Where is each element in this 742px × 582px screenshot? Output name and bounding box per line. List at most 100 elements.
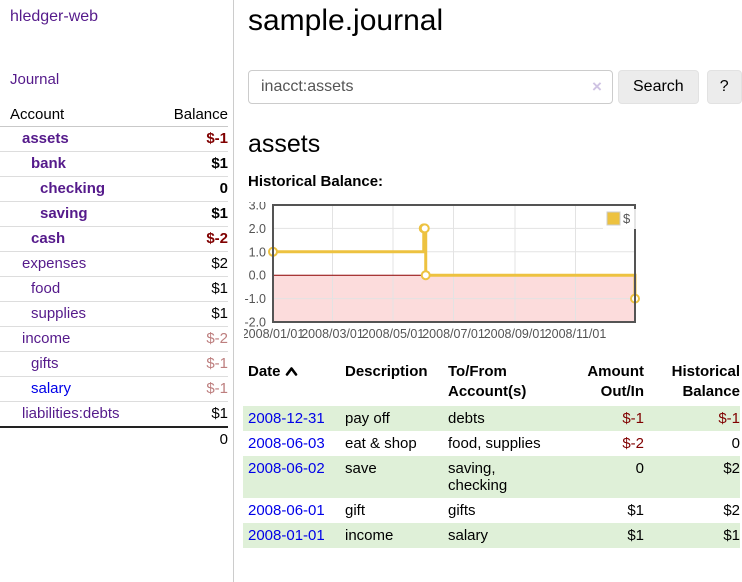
register-row: 2008-06-01 gift gifts $1 $2 — [243, 498, 740, 523]
account-balance: $-2 — [206, 330, 228, 347]
transaction-description: income — [345, 527, 394, 544]
account-balance: $-1 — [206, 130, 228, 147]
account-balance: $-1 — [206, 355, 228, 372]
plot-border — [272, 204, 636, 323]
transaction-accounts: salary — [448, 527, 489, 544]
register-table: Date Description To/From Account(s) Amou… — [243, 358, 740, 548]
register-header-balance: Historical Balance — [671, 363, 740, 400]
page-title: sample.journal — [248, 4, 444, 37]
transaction-description: save — [345, 460, 377, 477]
search-input[interactable] — [248, 70, 613, 104]
account-row: bank $1 — [0, 151, 228, 177]
legend-swatch — [606, 211, 621, 226]
transaction-balance: $1 — [723, 527, 740, 544]
account-row: checking 0 — [0, 176, 228, 202]
account-row: cash $-2 — [0, 226, 228, 252]
transaction-description: eat & shop — [345, 435, 417, 452]
y-tick-label: 1.0 — [249, 245, 266, 259]
account-link-cash[interactable]: cash — [31, 230, 66, 247]
account-link-saving[interactable]: saving — [40, 205, 88, 222]
account-row: supplies $1 — [0, 301, 228, 327]
transaction-date-link[interactable]: 2008-12-31 — [248, 410, 325, 427]
account-row: food $1 — [0, 276, 228, 302]
main-content: sample.journal × Search ? assets Histori… — [243, 0, 742, 548]
account-row: income $-2 — [0, 326, 228, 352]
legend-label: $ — [623, 211, 631, 226]
x-tick-label: 2008/03/01 — [301, 327, 364, 341]
account-row: liabilities:debts $1 — [0, 401, 228, 428]
x-tick-label: 2008/07/01 — [422, 327, 485, 341]
transaction-amount: $-1 — [622, 410, 644, 427]
account-balance: $1 — [211, 280, 228, 297]
transaction-balance: $2 — [723, 502, 740, 519]
transaction-description: pay off — [345, 410, 390, 427]
x-tick-label: 2008/01/01 — [244, 327, 304, 341]
transaction-balance: $2 — [723, 460, 740, 477]
app-title-link[interactable]: hledger-web — [10, 8, 99, 25]
accounts-header-balance: Balance — [114, 103, 228, 127]
sidebar-item-journal[interactable]: Journal — [10, 71, 60, 88]
historical-balance-chart: 3.0 2.0 1.0 0.0 -1.0 -2.02008/01/012008/03/01… — [244, 202, 640, 341]
x-tick-label: 2008/11/01 — [545, 327, 607, 341]
register-header-account: To/From Account(s) — [448, 363, 527, 400]
y-tick-label: 2.0 — [249, 222, 266, 236]
help-button[interactable]: ? — [706, 70, 742, 104]
y-tick-label: -1.0 — [244, 292, 266, 306]
account-row: salary $-1 — [0, 376, 228, 402]
account-link-bank[interactable]: bank — [31, 155, 67, 172]
x-tick-label: 2008/05/01 — [362, 327, 425, 341]
account-link-checking[interactable]: checking — [40, 180, 106, 197]
account-row: assets $-1 — [0, 126, 228, 152]
chart-label: Historical Balance: — [248, 173, 384, 190]
account-balance: 0 — [219, 180, 228, 197]
clear-search-icon[interactable]: × — [592, 77, 602, 96]
account-link-liabilities-debts[interactable]: liabilities:debts — [22, 405, 120, 422]
account-link-expenses[interactable]: expenses — [22, 255, 87, 272]
account-link-gifts[interactable]: gifts — [31, 355, 59, 372]
account-link-supplies[interactable]: supplies — [31, 305, 87, 322]
data-point-marker — [419, 223, 430, 234]
accounts-total-row: 0 — [0, 426, 228, 452]
register-header-date[interactable]: Date — [243, 358, 345, 406]
account-link-salary[interactable]: salary — [31, 380, 72, 397]
register-row: 2008-01-01 income salary $1 $1 — [243, 523, 740, 548]
sidebar: hledger-web Journal Account Balance asse… — [0, 0, 234, 582]
accounts-total-value: 0 — [114, 426, 228, 452]
transaction-balance: 0 — [731, 435, 740, 452]
register-table-body: 2008-12-31 pay off debts $-1 $-1 2008-06-03 ea… — [243, 406, 740, 548]
accounts-header-row: Account Balance — [0, 103, 228, 127]
account-title: assets — [248, 130, 321, 158]
account-link-food[interactable]: food — [31, 280, 61, 297]
transaction-description: gift — [345, 502, 366, 519]
transaction-amount: $1 — [627, 527, 644, 544]
account-balance: $-2 — [206, 230, 228, 247]
register-header-description: Description — [345, 363, 428, 380]
account-balance: $2 — [211, 255, 228, 272]
transaction-accounts: gifts — [448, 502, 476, 519]
accounts-table-body: assets $-1 bank $1 checking 0 saving $1 cash $-2 e… — [0, 126, 228, 428]
transaction-balance: $-1 — [718, 410, 740, 427]
search-button[interactable]: Search — [618, 70, 699, 104]
accounts-header-account: Account — [0, 103, 114, 127]
register-row: 2008-06-02 save saving, checking 0 $2 — [243, 456, 740, 498]
transaction-accounts: food, supplies — [448, 435, 541, 452]
transaction-amount: $1 — [627, 502, 644, 519]
account-balance: $1 — [211, 405, 228, 422]
register-row: 2008-12-31 pay off debts $-1 $-1 — [243, 406, 740, 431]
register-header-row: Date Description To/From Account(s) Amou… — [243, 358, 740, 406]
account-row: gifts $-1 — [0, 351, 228, 377]
account-link-assets[interactable]: assets — [22, 130, 69, 147]
transaction-date-link[interactable]: 2008-06-03 — [248, 435, 325, 452]
transaction-amount: 0 — [635, 460, 644, 477]
chevron-up-icon — [285, 367, 297, 376]
account-balance: $1 — [211, 155, 228, 172]
transaction-date-link[interactable]: 2008-06-01 — [248, 502, 325, 519]
account-row: saving $1 — [0, 201, 228, 227]
y-tick-label: 3.0 — [249, 202, 266, 213]
transaction-date-link[interactable]: 2008-01-01 — [248, 527, 325, 544]
transaction-date-link[interactable]: 2008-06-02 — [248, 460, 325, 477]
y-tick-label: -2.0 — [244, 316, 266, 330]
account-link-income[interactable]: income — [22, 330, 71, 347]
data-point-marker — [420, 270, 431, 281]
y-tick-label: 0.0 — [249, 269, 266, 283]
